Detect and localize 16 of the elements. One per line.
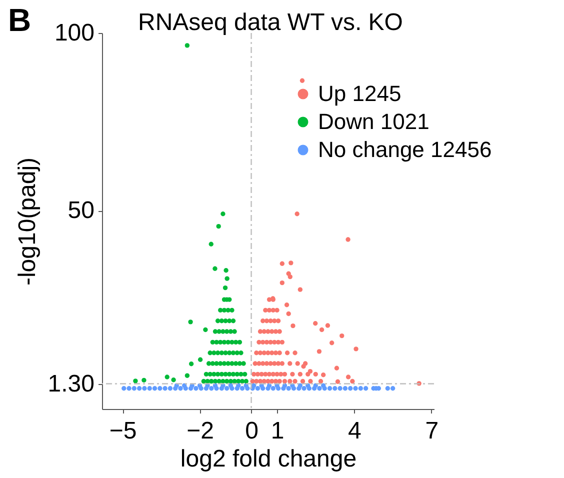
legend-label: No change 12456 — [318, 137, 492, 162]
legend-label: Up 1245 — [318, 81, 402, 106]
text: B — [8, 2, 32, 38]
x-tick-label: 7 — [425, 418, 439, 444]
chart-title: RNAseq data WT vs. KO — [138, 9, 403, 36]
x-tick-label: 1 — [270, 418, 284, 444]
x-tick-label: 0 — [245, 418, 258, 444]
y-tick-label: 1.30 — [48, 370, 94, 398]
y-tick-label: 100 — [54, 20, 94, 46]
x-tick-label: 4 — [348, 418, 362, 444]
y-axis-title: -log10(padj) — [14, 157, 41, 286]
x-tick-label: −5 — [109, 418, 137, 444]
y-tick-label: 50 — [68, 197, 94, 224]
x-tick-label: −2 — [186, 418, 214, 444]
x-axis-title: log2 fold change — [180, 446, 357, 472]
legend-label: Down 1021 — [318, 109, 430, 134]
